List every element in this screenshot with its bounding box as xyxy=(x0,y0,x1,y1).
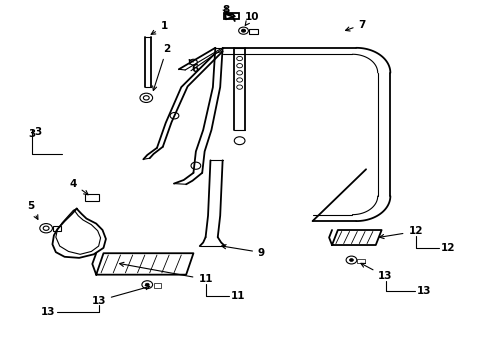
Text: 13: 13 xyxy=(416,286,430,296)
Text: 13: 13 xyxy=(41,307,55,317)
Text: 13: 13 xyxy=(360,263,392,282)
Text: 12: 12 xyxy=(440,243,454,253)
Text: 13: 13 xyxy=(91,285,149,306)
Circle shape xyxy=(241,29,245,32)
Text: 12: 12 xyxy=(379,226,422,239)
Bar xyxy=(249,28,258,33)
Circle shape xyxy=(349,258,353,261)
Text: 6: 6 xyxy=(189,60,198,73)
Bar xyxy=(224,13,238,19)
Text: 3: 3 xyxy=(28,129,35,139)
Circle shape xyxy=(145,283,149,286)
Text: 7: 7 xyxy=(345,19,365,31)
Text: 10: 10 xyxy=(244,12,259,26)
Text: 11: 11 xyxy=(230,291,245,301)
Text: 1: 1 xyxy=(151,21,167,34)
Text: 4: 4 xyxy=(69,179,88,195)
Text: 8: 8 xyxy=(222,5,229,15)
Text: 9: 9 xyxy=(221,245,264,257)
Bar xyxy=(357,258,365,263)
Text: 2: 2 xyxy=(152,44,170,90)
Bar xyxy=(153,283,161,288)
Text: 5: 5 xyxy=(27,201,38,219)
Text: 11: 11 xyxy=(120,262,212,284)
Bar xyxy=(85,194,99,202)
Text: 3: 3 xyxy=(34,127,41,137)
Bar xyxy=(53,226,61,231)
